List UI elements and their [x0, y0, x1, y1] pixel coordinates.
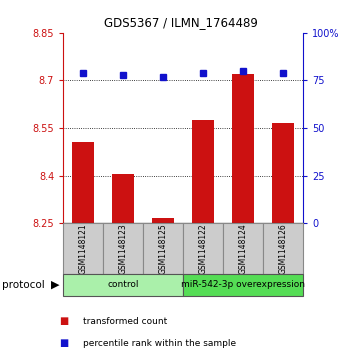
Text: protocol: protocol	[2, 280, 44, 290]
Bar	[192, 120, 214, 223]
FancyBboxPatch shape	[183, 274, 303, 296]
Text: GDS5367 / ILMN_1764489: GDS5367 / ILMN_1764489	[104, 16, 257, 29]
Bar	[232, 74, 254, 223]
Text: GSM1148123: GSM1148123	[119, 223, 128, 274]
FancyBboxPatch shape	[63, 274, 183, 296]
Bar	[272, 123, 294, 223]
Text: GSM1148121: GSM1148121	[79, 223, 88, 274]
Text: miR-542-3p overexpression: miR-542-3p overexpression	[181, 281, 305, 289]
FancyBboxPatch shape	[103, 223, 143, 274]
Bar	[152, 219, 174, 223]
Text: percentile rank within the sample: percentile rank within the sample	[83, 339, 236, 347]
FancyBboxPatch shape	[143, 223, 183, 274]
Text: ▶: ▶	[51, 280, 60, 290]
Text: GSM1148125: GSM1148125	[159, 223, 168, 274]
Bar	[72, 142, 94, 223]
Bar	[112, 174, 134, 223]
FancyBboxPatch shape	[263, 223, 303, 274]
Text: ■: ■	[60, 316, 69, 326]
FancyBboxPatch shape	[63, 223, 103, 274]
Text: control: control	[108, 281, 139, 289]
FancyBboxPatch shape	[223, 223, 263, 274]
Text: ■: ■	[60, 338, 69, 348]
FancyBboxPatch shape	[183, 223, 223, 274]
Text: GSM1148126: GSM1148126	[279, 223, 288, 274]
Text: GSM1148122: GSM1148122	[199, 223, 208, 274]
Text: transformed count: transformed count	[83, 317, 167, 326]
Text: GSM1148124: GSM1148124	[239, 223, 248, 274]
